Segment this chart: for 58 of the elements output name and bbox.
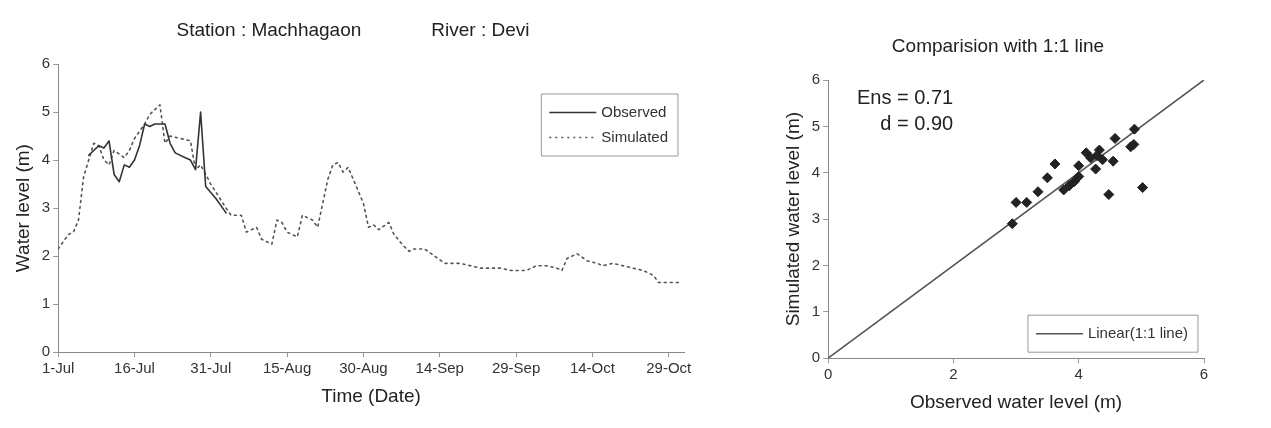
y-tick-label: 6 [811,70,821,88]
y-tick-label: 6 [41,54,51,72]
legend-label: Linear(1:1 line) [1087,323,1189,341]
y-tick-label: 2 [811,255,821,273]
x-tick-label: 14-Sep [415,359,464,377]
y-tick-label: 5 [811,116,821,134]
point [1073,170,1085,182]
point [1109,132,1121,144]
x-tick-label: 14-Oct [569,359,616,377]
y-axis-title: Water level (m) [11,144,33,273]
y-axis-title: Simulated water level (m) [781,111,803,327]
point [1093,144,1105,156]
x-tick-label: 15-Aug [262,359,312,377]
x-tick-label: 30-Aug [339,359,388,377]
point [1090,163,1102,175]
x-axis-title: Observed water level (m) [909,390,1123,412]
legend-label: Observed [601,102,667,120]
point [1006,218,1018,230]
chart-title: Comparision with 1:1 line [891,35,1105,57]
annotation: d = 0.90 [880,111,954,134]
y-tick-label: 0 [41,342,51,360]
x-tick-label: 0 [823,365,833,383]
y-tick-label: 4 [811,162,821,180]
point [1107,155,1119,167]
point [1010,196,1022,208]
x-tick-label: 1-Jul [41,359,75,377]
x-tick-label: 6 [1199,365,1209,383]
y-tick-label: 0 [811,348,821,366]
x-tick-label: 29-Sep [491,359,541,377]
point [1032,186,1044,198]
point [1137,182,1149,194]
x-tick-label: 29-Oct [646,359,693,377]
y-tick-label: 3 [811,209,821,227]
line-series [58,104,680,284]
y-tick-label: 2 [41,246,51,264]
chart-title: Station : Machhagaon [176,19,362,41]
point [1058,184,1070,196]
point [1041,172,1053,184]
legend-label: Simulated [601,127,668,145]
y-tick-label: 1 [41,294,51,312]
x-tick-label: 2 [949,365,958,383]
point [1068,176,1080,188]
point [1097,154,1109,166]
point [1073,160,1085,172]
y-tick-label: 1 [811,301,821,319]
x-tick-label: 31-Jul [190,359,232,377]
chart-subtitle: River : Devi [431,19,530,41]
annotation: Ens = 0.71 [856,85,954,108]
point [1103,189,1115,201]
x-tick-label: 4 [1074,365,1083,383]
point [1128,123,1140,135]
x-tick-label: 16-Jul [114,359,155,377]
y-tick-label: 3 [41,198,51,216]
x-axis-title: Time (Date) [321,384,421,406]
y-tick-label: 5 [41,102,51,120]
point [1049,158,1061,170]
y-tick-label: 4 [41,150,51,168]
point [1021,196,1033,208]
